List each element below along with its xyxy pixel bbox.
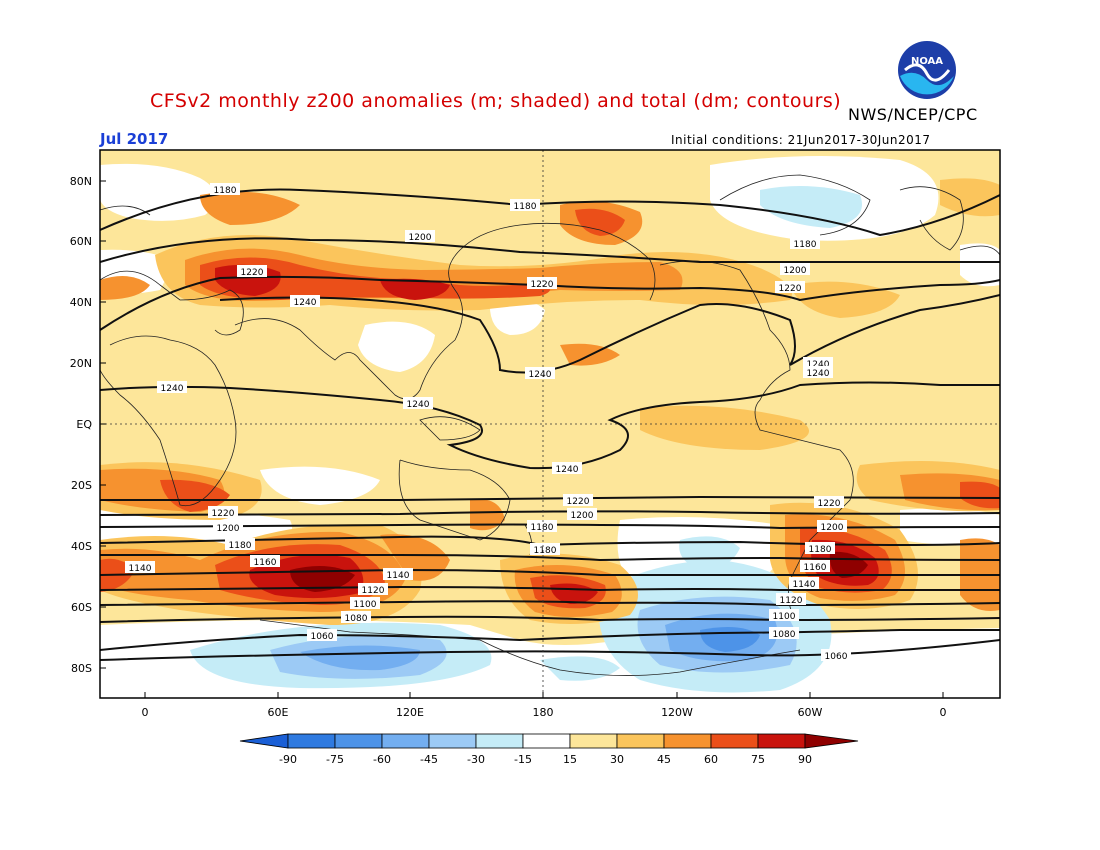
colorbar-swatch bbox=[522, 733, 571, 749]
colorbar-label: -45 bbox=[420, 753, 438, 766]
contour-label: 1060 bbox=[825, 652, 848, 662]
contour-label: 1120 bbox=[780, 596, 803, 606]
contour-label: 1100 bbox=[773, 612, 796, 622]
contour-label: 1180 bbox=[531, 523, 554, 533]
colorbar-label: 45 bbox=[657, 753, 671, 766]
colorbar-label: -15 bbox=[514, 753, 532, 766]
map-grid bbox=[100, 150, 1000, 698]
contour-label: 1160 bbox=[254, 558, 277, 568]
svg-text:NOAA: NOAA bbox=[911, 56, 943, 67]
contour-label: 1220 bbox=[241, 268, 264, 278]
colorbar-label: -60 bbox=[373, 753, 391, 766]
lon-label: 0 bbox=[940, 706, 947, 719]
lon-label: 180 bbox=[533, 706, 554, 719]
longitude-labels: 0 60E 120E 180 120W 60W 0 bbox=[142, 706, 947, 719]
colorbar-swatch bbox=[569, 733, 618, 749]
lat-label: 40S bbox=[71, 540, 92, 553]
colorbar-swatch bbox=[757, 733, 806, 749]
colorbar-swatch bbox=[710, 733, 759, 749]
chart-title: CFSv2 monthly z200 anomalies (m; shaded)… bbox=[150, 90, 842, 112]
colorbar-swatch bbox=[428, 733, 477, 749]
map-frame bbox=[99, 149, 1001, 699]
contour-label: 1200 bbox=[821, 523, 844, 533]
colorbar-swatch bbox=[334, 733, 383, 749]
lon-label: 120W bbox=[661, 706, 693, 719]
contour-label: 1240 bbox=[807, 360, 830, 370]
contour-label: 1180 bbox=[534, 546, 557, 556]
contour-label: 1240 bbox=[529, 370, 552, 380]
contour-label: 1200 bbox=[217, 524, 240, 534]
lat-label: EQ bbox=[76, 418, 92, 431]
contour-label: 1120 bbox=[362, 586, 385, 596]
colorbar-swatch bbox=[663, 733, 712, 749]
contour-label: 1220 bbox=[531, 280, 554, 290]
colorbar-swatch bbox=[381, 733, 430, 749]
colorbar-label: -30 bbox=[467, 753, 485, 766]
latitude-labels: 80N 60N 40N 20N EQ 20S 40S 60S 80S bbox=[70, 175, 93, 675]
coastlines bbox=[100, 174, 1000, 676]
colorbar-label: -90 bbox=[279, 753, 297, 766]
contour-label: 1180 bbox=[794, 240, 817, 250]
contour-label: 1180 bbox=[229, 541, 252, 551]
lat-label: 20S bbox=[71, 479, 92, 492]
initial-conditions-label: Initial conditions: 21Jun2017-30Jun2017 bbox=[671, 133, 931, 147]
contour-label: 1220 bbox=[567, 497, 590, 507]
contour-label: 1140 bbox=[129, 564, 152, 574]
colorbar-label: -75 bbox=[326, 753, 344, 766]
contour-label: 1180 bbox=[214, 186, 237, 196]
contour-label: 1240 bbox=[294, 298, 317, 308]
contour-label: 1200 bbox=[409, 233, 432, 243]
month-label: Jul 2017 bbox=[100, 130, 169, 148]
agency-label: NWS/NCEP/CPC bbox=[848, 105, 978, 124]
lat-label: 80N bbox=[70, 175, 92, 188]
colorbar-swatch bbox=[287, 733, 336, 749]
contour-label: 1240 bbox=[807, 369, 830, 379]
contour-label: 1080 bbox=[773, 630, 796, 640]
colorbar-swatch bbox=[616, 733, 665, 749]
contour-label: 1220 bbox=[818, 499, 841, 509]
contour-label: 1200 bbox=[784, 266, 807, 276]
contour-labels: 1180 1180 1180 1200 1200 1220 1220 1220 … bbox=[125, 183, 851, 662]
lat-label: 60S bbox=[71, 601, 92, 614]
contour-label: 1200 bbox=[571, 511, 594, 521]
colorbar-label: 30 bbox=[610, 753, 624, 766]
lon-label: 0 bbox=[142, 706, 149, 719]
contour-label: 1180 bbox=[809, 545, 832, 555]
contour-label: 1140 bbox=[387, 571, 410, 581]
lat-label: 20N bbox=[70, 357, 92, 370]
lon-label: 120E bbox=[396, 706, 424, 719]
contour-label: 1220 bbox=[212, 509, 235, 519]
lat-label: 60N bbox=[70, 235, 92, 248]
lon-label: 60E bbox=[268, 706, 289, 719]
colorbar-swatch bbox=[475, 733, 524, 749]
lat-label: 40N bbox=[70, 296, 92, 309]
axis-ticks bbox=[100, 180, 944, 698]
contour-label: 1220 bbox=[779, 284, 802, 294]
colorbar-high-arrow bbox=[804, 733, 859, 749]
contour-label: 1240 bbox=[407, 400, 430, 410]
contour-label: 1080 bbox=[345, 614, 368, 624]
lon-label: 60W bbox=[798, 706, 823, 719]
contour-label: 1180 bbox=[514, 202, 537, 212]
height-contours bbox=[100, 188, 1000, 661]
colorbar-label: 60 bbox=[704, 753, 718, 766]
contour-label: 1240 bbox=[556, 465, 579, 475]
contour-label: 1160 bbox=[804, 563, 827, 573]
colorbar: -90 -75 -60 -45 -30 -15 15 30 45 60 75 9… bbox=[239, 733, 859, 766]
contour-label: 1140 bbox=[793, 580, 816, 590]
contour-label: 1060 bbox=[311, 632, 334, 642]
colorbar-label: 90 bbox=[798, 753, 812, 766]
colorbar-label: 75 bbox=[751, 753, 765, 766]
anomaly-shading bbox=[100, 150, 1000, 698]
colorbar-label: 15 bbox=[563, 753, 577, 766]
noaa-logo-icon: NOAA bbox=[898, 41, 956, 99]
contour-label: 1240 bbox=[161, 384, 184, 394]
contour-label: 1100 bbox=[354, 600, 377, 610]
lat-label: 80S bbox=[71, 662, 92, 675]
colorbar-low-arrow bbox=[239, 733, 289, 749]
